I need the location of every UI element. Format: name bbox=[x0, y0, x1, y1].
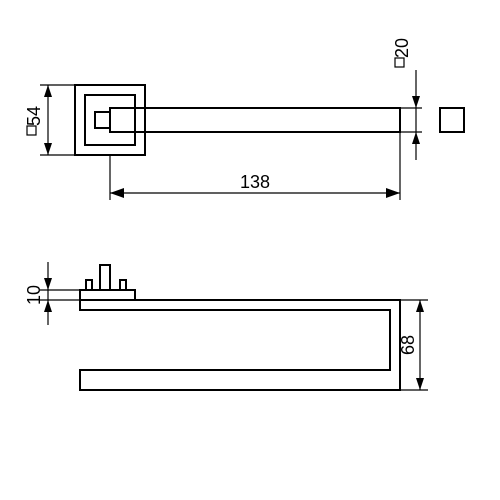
dim-length-138: 138 bbox=[110, 132, 400, 200]
cross-section-square bbox=[440, 108, 464, 132]
dim-138-text: 138 bbox=[240, 172, 270, 192]
dim-20-text: 20 bbox=[392, 38, 412, 58]
lever-stub bbox=[95, 112, 110, 128]
dim-plate-10: 10 bbox=[24, 262, 80, 325]
dim-68-text: 68 bbox=[398, 335, 418, 355]
side-spindle bbox=[100, 265, 110, 290]
side-pin-left bbox=[86, 280, 92, 290]
dim-rosette-54: 54 bbox=[24, 85, 75, 155]
technical-drawing: 54 20 138 10 bbox=[0, 0, 500, 500]
side-lever-body bbox=[80, 300, 400, 390]
dim-54-text: 54 bbox=[24, 106, 44, 126]
side-plate bbox=[80, 290, 135, 300]
dim-lever-20: 20 bbox=[392, 38, 422, 160]
side-pin-right bbox=[120, 280, 126, 290]
dim-10-text: 10 bbox=[24, 285, 44, 305]
dim-height-68: 68 bbox=[398, 300, 428, 390]
lever-bar bbox=[110, 108, 400, 132]
